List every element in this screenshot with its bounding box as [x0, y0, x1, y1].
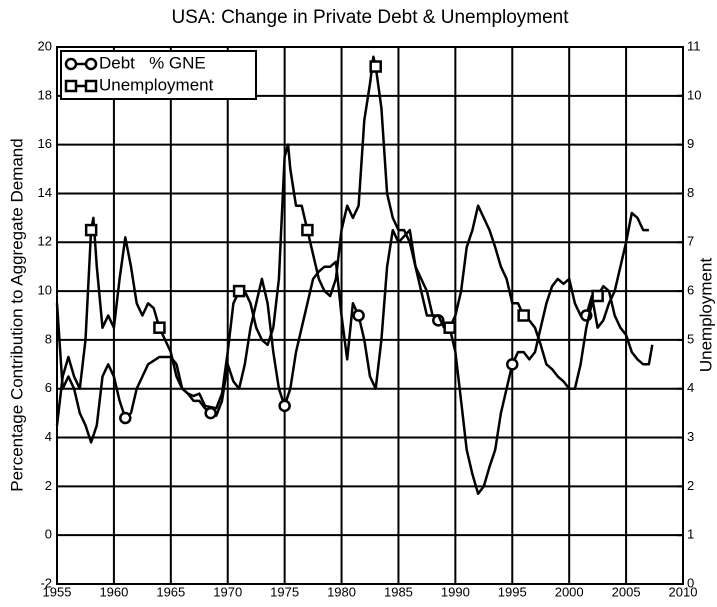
- y2-tick-label: 2: [687, 478, 694, 493]
- marker: [301, 223, 314, 237]
- y2-tick-label: 11: [687, 38, 701, 53]
- marker: [278, 399, 291, 413]
- marker: [64, 57, 78, 71]
- x-tick-label: 1980: [327, 584, 356, 599]
- y-tick-label: -2: [40, 575, 52, 590]
- x-tick-label: 2005: [612, 584, 641, 599]
- y2-tick-label: 7: [687, 234, 694, 249]
- y-tick-label: 18: [38, 87, 52, 102]
- y2-tick-label: 8: [687, 185, 694, 200]
- marker: [84, 57, 98, 71]
- y2-tick-label: 4: [687, 380, 694, 395]
- marker: [119, 411, 132, 425]
- y2-tick-label: 9: [687, 136, 694, 151]
- y2-tick-label: 10: [687, 87, 701, 102]
- marker: [517, 309, 530, 322]
- x-tick-label: 1990: [441, 584, 470, 599]
- y2-tick-label: 5: [687, 331, 694, 346]
- y-tick-label: 12: [38, 234, 52, 249]
- y-tick-label: 2: [45, 478, 52, 493]
- y2-tick-label: 6: [687, 283, 694, 298]
- x-tick-label: 1960: [99, 584, 128, 599]
- data-line: [55, 211, 649, 495]
- y-tick-label: 0: [45, 527, 52, 542]
- marker: [84, 223, 98, 237]
- marker: [232, 284, 246, 298]
- marker: [591, 289, 604, 303]
- chart-subtitle: USA: Change in Private Debt & Unemployme…: [171, 7, 569, 28]
- marker: [84, 79, 98, 93]
- marker: [506, 358, 519, 371]
- y-tick-label: 6: [45, 380, 52, 395]
- y-tick-label: 10: [38, 283, 52, 298]
- legend: Debt % GNE Unemployment: [60, 50, 257, 100]
- marker: [369, 60, 382, 73]
- y-tick-label: 8: [45, 331, 52, 346]
- x-tick-label: 1965: [156, 584, 185, 599]
- x-tick-label: 1970: [213, 584, 242, 599]
- y2-tick-label: 0: [687, 575, 694, 590]
- legend-label: Debt % GNE: [99, 53, 206, 72]
- y-tick-label: 14: [38, 185, 52, 200]
- y-axis-label: Percentage Contribution to Aggregate Dem…: [7, 138, 26, 491]
- y-tick-label: 20: [38, 38, 52, 53]
- marker: [64, 79, 78, 93]
- y2-tick-label: 1: [687, 527, 694, 542]
- y2-tick-label: 3: [687, 429, 694, 444]
- legend-label: Unemployment: [99, 75, 214, 94]
- data-line: [55, 55, 654, 426]
- marker: [352, 309, 365, 322]
- x-tick-label: 1955: [43, 584, 72, 599]
- x-tick-label: 2000: [555, 584, 584, 599]
- x-tick-label: 1975: [270, 584, 299, 599]
- y-tick-label: 16: [38, 136, 52, 151]
- x-tick-label: 1985: [384, 584, 413, 599]
- marker: [204, 406, 217, 420]
- y2-axis-label: Unemployment: [696, 258, 715, 373]
- x-tick-label: 1995: [498, 584, 527, 599]
- marker: [443, 321, 456, 334]
- marker: [153, 321, 166, 334]
- y-tick-label: 4: [45, 429, 52, 444]
- x-tick-label: 2010: [669, 584, 698, 599]
